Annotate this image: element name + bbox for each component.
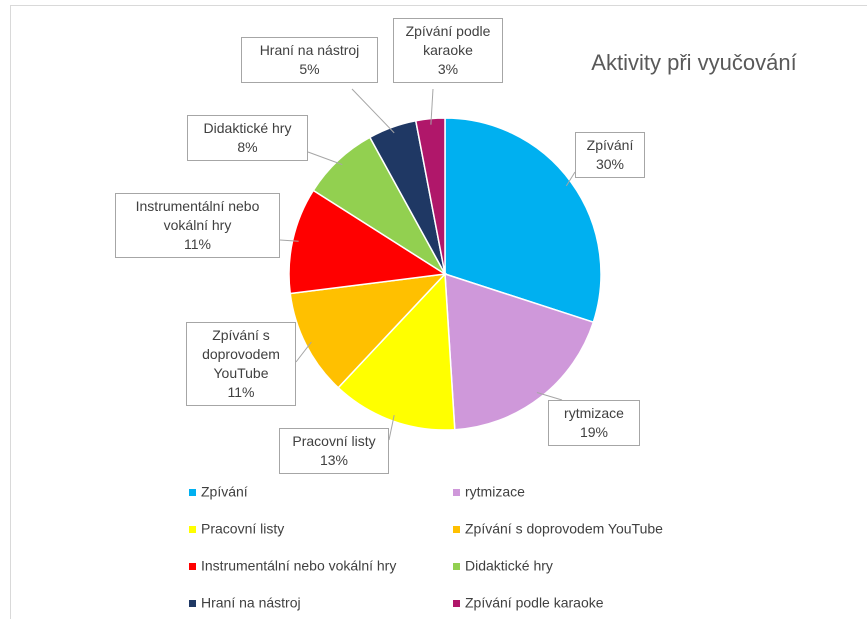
- data-label: Hraní na nástroj 5%: [241, 37, 378, 83]
- label-category: Zpívání: [586, 137, 634, 153]
- leader-line: [430, 88, 434, 125]
- data-label: Instrumentální nebo vokální hry 11%: [115, 193, 280, 258]
- leader-line: [295, 341, 312, 363]
- label-category: Didaktické hry: [203, 120, 292, 136]
- label-value: 11%: [227, 384, 255, 400]
- legend-marker: [189, 489, 196, 496]
- data-label: Didaktické hry 8%: [187, 115, 308, 161]
- legend-marker: [453, 489, 460, 496]
- pie-slice: [288, 189, 448, 295]
- label-category: Zpívání s doprovodem YouTube: [202, 327, 280, 381]
- label-category: rytmizace: [564, 405, 624, 421]
- pie-slice: [444, 117, 602, 324]
- chart-title: Aktivity při vyučování: [591, 50, 796, 75]
- legend-label: Zpívání podle karaoke: [465, 595, 604, 611]
- legend-label: Pracovní listy: [201, 521, 284, 537]
- data-label: Zpívání 30%: [575, 132, 645, 178]
- pie-slice: [337, 272, 456, 431]
- label-value: 11%: [184, 236, 211, 252]
- label-value: 19%: [579, 424, 609, 440]
- label-value: 5%: [299, 61, 320, 77]
- legend-label: rytmizace: [465, 484, 525, 500]
- legend-marker: [453, 526, 460, 533]
- label-value: 8%: [237, 139, 258, 155]
- data-label: Zpívání s doprovodem YouTube 11%: [186, 322, 296, 406]
- legend-marker: [189, 526, 196, 533]
- label-value: 3%: [437, 61, 459, 77]
- label-category: Pracovní listy: [292, 433, 376, 449]
- legend-label: Instrumentální nebo vokální hry: [201, 558, 396, 574]
- label-category: Instrumentální nebo vokální hry: [135, 198, 260, 233]
- pie-slice: [444, 272, 595, 431]
- leader-line: [565, 171, 576, 187]
- data-label: Zpívání podle karaoke 3%: [393, 18, 503, 83]
- data-label: rytmizace 19%: [548, 400, 640, 446]
- label-value: 13%: [319, 452, 349, 468]
- label-category: Hraní na nástroj: [259, 42, 360, 58]
- leader-line: [388, 415, 395, 441]
- legend-label: Didaktické hry: [465, 558, 553, 574]
- pie-slice: [289, 272, 447, 389]
- data-label: Pracovní listy 13%: [279, 428, 389, 474]
- legend-marker: [189, 563, 196, 570]
- legend-marker: [453, 600, 460, 607]
- chart-frame: [10, 5, 867, 619]
- leader-line: [279, 239, 299, 242]
- pie-slice: [414, 117, 446, 275]
- legend-marker: [189, 600, 196, 607]
- label-category: Zpívání podle karaoke: [405, 23, 491, 58]
- legend-marker: [453, 563, 460, 570]
- legend-label: Zpívání s doprovodem YouTube: [465, 521, 663, 537]
- leader-line: [307, 151, 343, 166]
- leader-line: [351, 88, 395, 134]
- leader-line: [536, 392, 563, 401]
- legend-label: Hraní na nástroj: [201, 595, 301, 611]
- label-value: 30%: [595, 156, 625, 172]
- legend-label: Zpívání: [201, 484, 248, 500]
